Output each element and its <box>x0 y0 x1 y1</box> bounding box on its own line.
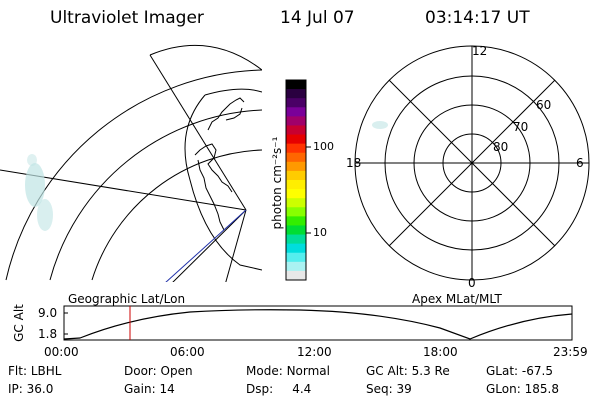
colorbar-stripe <box>286 216 306 226</box>
aurora-speckles <box>25 121 388 231</box>
colorbar-stripe <box>286 89 306 99</box>
timeline-xtick-1: 06:00 <box>170 345 205 359</box>
colorbar-stripe <box>286 107 306 117</box>
polar-label-left: 18 <box>346 156 362 170</box>
timeline-xtick-4: 23:59 <box>553 345 588 359</box>
status-dsp: Dsp: 4.4 <box>246 382 312 396</box>
status-mode: Mode: Normal <box>246 364 330 378</box>
colorbar-stripe <box>286 234 306 245</box>
timeline-xtick-3: 18:00 <box>423 345 458 359</box>
colorbar-stripe <box>286 125 306 136</box>
polar-label-top: 12 <box>472 44 488 58</box>
colorbar-stripe <box>286 198 306 208</box>
colorbar-stripe <box>286 270 306 281</box>
status-gcalt: GC Alt: 5.3 Re <box>366 364 450 378</box>
timeline-axis-label: GC Alt <box>12 304 26 342</box>
colorbar-stripe <box>286 225 306 236</box>
timeline-xtick-2: 12:00 <box>297 345 332 359</box>
polar-label-bottom: 0 <box>468 276 476 290</box>
colorbar-stripe <box>286 80 306 90</box>
colorbar-tick-100: 100 <box>313 140 334 153</box>
colorbar-stripe <box>286 261 306 272</box>
timeline-right-title: Apex MLat/MLT <box>412 292 502 306</box>
polar-label-right: 6 <box>576 156 584 170</box>
colorbar-stripe <box>286 243 306 254</box>
date-label: 14 Jul 07 <box>280 8 355 28</box>
colorbar-stripe <box>286 207 306 217</box>
polar-ring-70: 70 <box>513 120 529 134</box>
status-gain: Gain: 14 <box>124 382 175 396</box>
colorbar-stripe <box>286 161 306 172</box>
time-label: 03:14:17 UT <box>425 8 530 28</box>
status-flt: Flt: LBHL <box>8 364 62 378</box>
colorbar-stripe <box>286 170 306 181</box>
status-glat: GLat: -67.5 <box>486 364 553 378</box>
timeline-left-title: Geographic Lat/Lon <box>68 292 186 306</box>
colorbar-unit-label: photon cm⁻²s⁻¹ <box>270 136 284 230</box>
colorbar-stripe <box>286 98 306 108</box>
status-glon: GLon: 185.8 <box>486 382 559 396</box>
timeline-xtick-0: 00:00 <box>44 345 79 359</box>
polar-ring-60: 60 <box>536 98 552 112</box>
colorbar-tick-10: 10 <box>313 226 327 239</box>
status-door: Door: Open <box>124 364 193 378</box>
altitude-timeline <box>63 305 573 341</box>
colorbar <box>286 80 306 281</box>
colorbar-stripe <box>286 189 306 199</box>
colorbar-stripe <box>286 180 306 190</box>
colorbar-stripe <box>286 143 306 154</box>
timeline-ytick-low: 1.8 <box>38 327 58 341</box>
colorbar-stripe <box>286 134 306 145</box>
timeline-ytick-high: 9.0 <box>38 306 58 320</box>
status-seq: Seq: 39 <box>366 382 412 396</box>
colorbar-stripe <box>286 152 306 163</box>
colorbar-stripe <box>286 116 306 126</box>
colorbar-stripe <box>286 252 306 263</box>
polar-plot <box>354 45 590 281</box>
status-ip: IP: 36.0 <box>8 382 54 396</box>
polar-ring-80: 80 <box>493 140 509 154</box>
instrument-title: Ultraviolet Imager <box>50 8 204 28</box>
